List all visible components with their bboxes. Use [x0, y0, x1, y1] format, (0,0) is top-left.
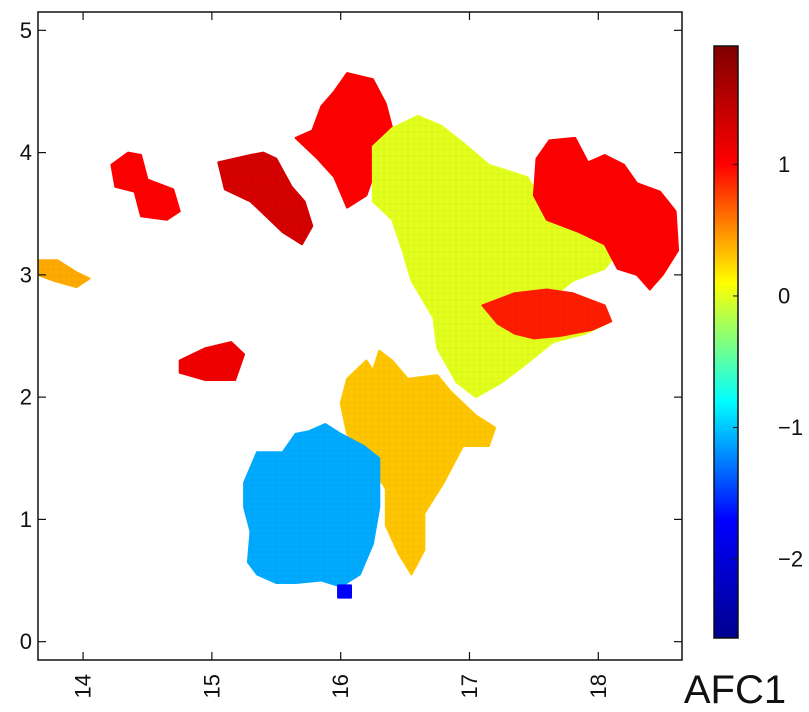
y-tick-label: 3 — [20, 262, 32, 287]
colorbar-tick-label: 1 — [778, 152, 790, 177]
y-axis-ticks: 0 1 2 3 4 5 — [20, 18, 682, 654]
x-tick-label: 14 — [71, 674, 96, 698]
region-texture-east-coast — [533, 137, 679, 290]
region-texture-southeast-patch — [482, 289, 612, 339]
region-texture-west-edge-isle — [38, 260, 90, 288]
region-texture-northwest-isle-a — [111, 152, 180, 220]
y-tick-label: 5 — [20, 18, 32, 43]
x-tick-label: 18 — [586, 674, 611, 698]
x-tick-label: 17 — [457, 674, 482, 698]
plot-frame — [37, 11, 683, 661]
x-tick-label: 16 — [328, 674, 353, 698]
region-texture-northwest-main — [218, 152, 313, 245]
colorbar-title: AFC1 — [684, 668, 786, 707]
region-texture-central-isle-small — [179, 342, 245, 380]
colorbar-tick-label: −1 — [778, 415, 803, 440]
region-texture-south-peninsula — [340, 350, 496, 575]
x-axis-ticks: 14 15 16 17 18 — [71, 12, 611, 698]
region-texture-north-ridge — [295, 73, 393, 208]
region-texture-isle-blue-tip — [338, 585, 351, 598]
region-texture-southwest-blue — [244, 424, 380, 587]
colorbar-gradient — [713, 45, 739, 639]
colorbar: −2 −1 0 1 — [713, 45, 803, 639]
plot-border — [37, 11, 683, 661]
colorbar-tick-label: 0 — [778, 283, 790, 308]
colorbar-tick-label: −2 — [778, 547, 803, 572]
x-tick-label: 15 — [199, 674, 224, 698]
y-tick-label: 2 — [20, 385, 32, 410]
heatmap-regions — [38, 72, 680, 599]
y-tick-label: 0 — [20, 629, 32, 654]
y-tick-label: 4 — [20, 140, 32, 165]
y-tick-label: 1 — [20, 507, 32, 532]
